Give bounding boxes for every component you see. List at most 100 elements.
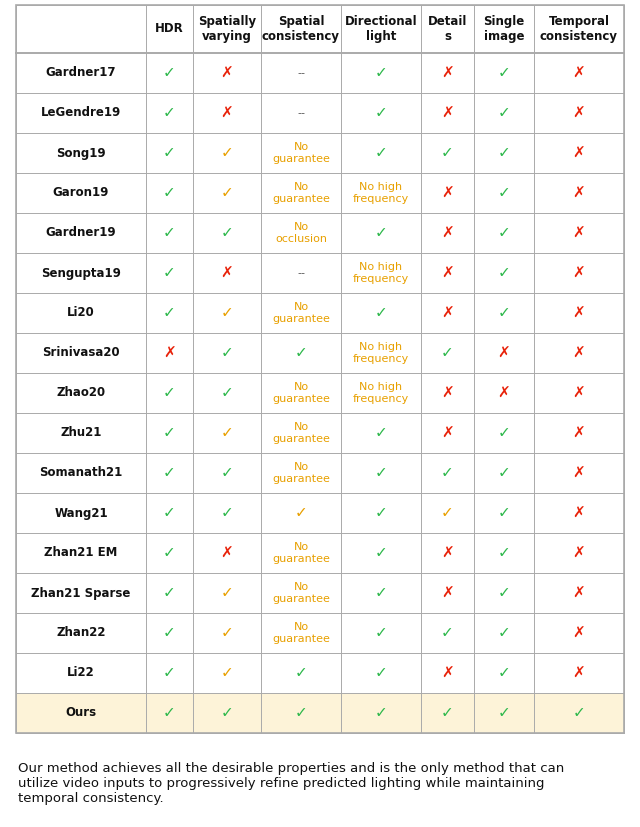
Text: Garon19: Garon19 xyxy=(53,187,109,199)
Bar xyxy=(534,133,624,173)
Text: ✓: ✓ xyxy=(294,705,307,720)
Bar xyxy=(421,453,474,493)
Text: Zhan21 EM: Zhan21 EM xyxy=(44,547,118,560)
Bar xyxy=(261,493,341,533)
Bar xyxy=(146,173,193,213)
Bar xyxy=(341,293,421,333)
Text: No
occlusion: No occlusion xyxy=(275,222,327,244)
Bar xyxy=(146,533,193,573)
Text: ✗: ✗ xyxy=(573,586,586,600)
Bar xyxy=(146,253,193,293)
Text: No high
frequency: No high frequency xyxy=(353,182,409,203)
Bar xyxy=(261,453,341,493)
Text: ✓: ✓ xyxy=(163,666,176,681)
Bar xyxy=(474,613,534,653)
Bar xyxy=(193,293,261,333)
Text: Ours: Ours xyxy=(65,706,97,719)
Bar xyxy=(146,573,193,613)
Text: No high
frequency: No high frequency xyxy=(353,342,409,364)
Text: ✓: ✓ xyxy=(498,705,510,720)
Bar xyxy=(421,173,474,213)
Text: ✓: ✓ xyxy=(163,65,176,80)
Bar xyxy=(146,53,193,93)
Bar xyxy=(193,653,261,693)
Bar xyxy=(534,213,624,253)
Text: ✓: ✓ xyxy=(163,586,176,600)
Text: ✗: ✗ xyxy=(573,346,586,361)
Text: ✓: ✓ xyxy=(221,586,234,600)
Bar xyxy=(146,693,193,733)
Text: ✓: ✓ xyxy=(374,106,387,121)
Bar xyxy=(16,573,146,613)
Bar xyxy=(421,253,474,293)
Bar xyxy=(193,613,261,653)
Text: ✗: ✗ xyxy=(441,65,454,80)
Bar xyxy=(261,173,341,213)
Text: ✓: ✓ xyxy=(374,305,387,321)
Bar xyxy=(146,493,193,533)
Bar xyxy=(146,413,193,453)
Text: Wang21: Wang21 xyxy=(54,506,108,519)
Text: Zhan21 Sparse: Zhan21 Sparse xyxy=(31,586,131,600)
Bar xyxy=(421,53,474,93)
Bar xyxy=(16,5,146,53)
Text: No high
frequency: No high frequency xyxy=(353,262,409,284)
Text: ✗: ✗ xyxy=(573,625,586,640)
Bar xyxy=(16,333,146,373)
Text: ✓: ✓ xyxy=(163,146,176,160)
Bar xyxy=(146,5,193,53)
Text: ✓: ✓ xyxy=(374,546,387,561)
Text: Somanath21: Somanath21 xyxy=(40,466,123,480)
Bar xyxy=(146,613,193,653)
Bar xyxy=(474,293,534,333)
Bar xyxy=(421,213,474,253)
Bar xyxy=(421,693,474,733)
Bar xyxy=(193,173,261,213)
Text: ✓: ✓ xyxy=(221,185,234,200)
Text: Zhao20: Zhao20 xyxy=(56,386,106,399)
Text: ✗: ✗ xyxy=(441,185,454,200)
Bar xyxy=(193,53,261,93)
Text: ✓: ✓ xyxy=(498,146,510,160)
Text: ✓: ✓ xyxy=(163,265,176,280)
Text: ✓: ✓ xyxy=(498,305,510,321)
Text: ✓: ✓ xyxy=(498,466,510,480)
Bar xyxy=(193,133,261,173)
Text: ✓: ✓ xyxy=(221,346,234,361)
Bar xyxy=(16,293,146,333)
Text: ✗: ✗ xyxy=(441,265,454,280)
Text: ✓: ✓ xyxy=(163,505,176,520)
Bar xyxy=(534,613,624,653)
Text: ✓: ✓ xyxy=(163,625,176,640)
Text: ✓: ✓ xyxy=(498,106,510,121)
Text: ✓: ✓ xyxy=(374,705,387,720)
Text: --: -- xyxy=(297,68,305,78)
Text: ✓: ✓ xyxy=(441,505,454,520)
Text: ✓: ✓ xyxy=(221,625,234,640)
Bar xyxy=(341,173,421,213)
Bar xyxy=(261,613,341,653)
Bar xyxy=(474,253,534,293)
Text: ✗: ✗ xyxy=(573,65,586,80)
Bar xyxy=(421,5,474,53)
Text: Our method achieves all the desirable properties and is the only method that can: Our method achieves all the desirable pr… xyxy=(18,762,564,805)
Bar xyxy=(421,293,474,333)
Bar xyxy=(474,5,534,53)
Text: ✓: ✓ xyxy=(163,385,176,400)
Bar xyxy=(534,373,624,413)
Text: Zhu21: Zhu21 xyxy=(60,427,102,439)
Text: ✓: ✓ xyxy=(221,426,234,441)
Text: ✓: ✓ xyxy=(374,146,387,160)
Bar xyxy=(474,213,534,253)
Text: ✗: ✗ xyxy=(221,546,234,561)
Text: No
guarantee: No guarantee xyxy=(272,462,330,484)
Bar xyxy=(16,93,146,133)
Bar xyxy=(261,413,341,453)
Text: ✓: ✓ xyxy=(221,466,234,480)
Bar xyxy=(534,253,624,293)
Text: ✓: ✓ xyxy=(374,466,387,480)
Bar xyxy=(261,213,341,253)
Bar xyxy=(193,573,261,613)
Text: ✗: ✗ xyxy=(573,426,586,441)
Text: No
guarantee: No guarantee xyxy=(272,582,330,604)
